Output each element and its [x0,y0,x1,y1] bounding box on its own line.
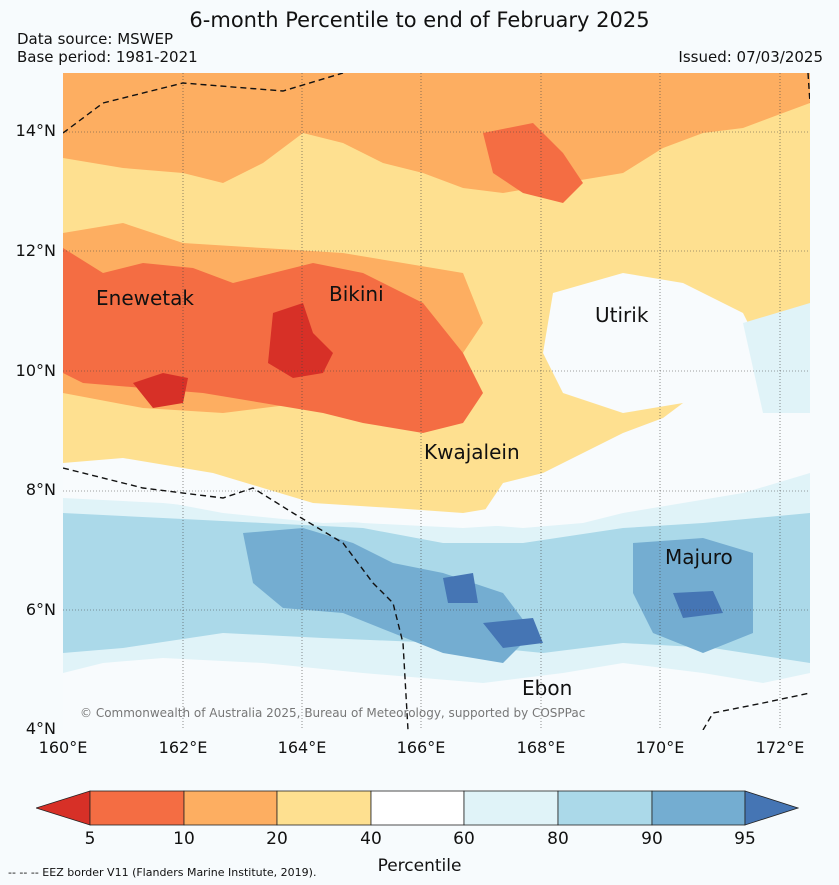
map-canvas [62,72,811,731]
lon-label-172e: 172°E [755,738,805,757]
lat-label-14n: 14°N [15,121,56,140]
lon-label-168e: 168°E [516,738,566,757]
lat-label-8n: 8°N [25,480,56,499]
copyright-credit: © Commonwealth of Australia 2025, Bureau… [80,706,586,720]
base-period: Base period: 1981-2021 [17,48,198,66]
place-utirik: Utirik [595,303,649,327]
eez-legend-note: -- -- -- EEZ border V11 (Flanders Marine… [8,866,317,879]
data-source: Data source: MSWEP [17,30,174,48]
colorbar-tick-5: 5 [84,829,96,849]
place-enewetak: Enewetak [96,286,194,310]
lat-label-10n: 10°N [15,361,56,380]
colorbar-tick-80: 80 [547,829,569,849]
percentile-map [62,72,811,731]
colorbar-graphic [34,790,800,826]
place-majuro: Majuro [665,545,733,569]
place-bikini: Bikini [329,282,384,306]
colorbar [34,790,800,826]
issued-date: Issued: 07/03/2025 [678,48,823,66]
colorbar-tick-20: 20 [266,829,288,849]
place-kwajalein: Kwajalein [424,440,520,464]
colorbar-tick-95: 95 [734,829,756,849]
lat-label-12n: 12°N [15,241,56,260]
map-title: 6-month Percentile to end of February 20… [189,8,650,32]
lon-label-166e: 166°E [396,738,446,757]
lon-label-164e: 164°E [277,738,327,757]
lon-label-170e: 170°E [635,738,685,757]
lon-label-160e: 160°E [38,738,88,757]
colorbar-tick-60: 60 [453,829,475,849]
colorbar-label: Percentile [377,856,462,876]
lat-label-4n: 4°N [25,719,56,738]
colorbar-tick-10: 10 [173,829,195,849]
colorbar-tick-40: 40 [360,829,382,849]
colorbar-tick-90: 90 [641,829,663,849]
lat-label-6n: 6°N [25,600,56,619]
lon-label-162e: 162°E [158,738,208,757]
place-ebon: Ebon [522,676,573,700]
